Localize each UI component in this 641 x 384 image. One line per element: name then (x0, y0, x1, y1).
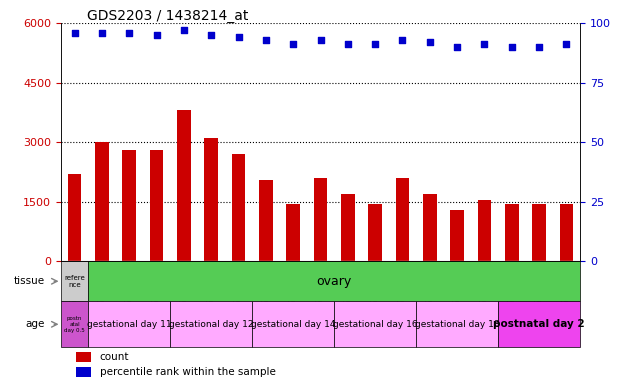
Bar (416, 301, 498, 347)
Text: gestational day 11: gestational day 11 (87, 320, 172, 329)
Bar (76, 367, 91, 377)
Point (233, 34, 244, 40)
Point (206, 32, 216, 38)
Text: gestational day 12: gestational day 12 (169, 320, 253, 329)
Text: gestational day 16: gestational day 16 (333, 320, 417, 329)
Text: gestational day 18: gestational day 18 (415, 320, 499, 329)
Bar (231, 154, 246, 261)
Text: GDS2203 / 1438214_at: GDS2203 / 1438214_at (87, 9, 248, 23)
Bar (498, 301, 580, 347)
Bar (313, 178, 328, 261)
Bar (560, 204, 573, 261)
Text: postn
atal
day 0.5: postn atal day 0.5 (64, 316, 85, 333)
Point (288, 41, 298, 48)
Point (397, 36, 408, 43)
Bar (450, 210, 464, 261)
Bar (61, 301, 88, 347)
Point (452, 44, 462, 50)
Bar (395, 178, 410, 261)
Point (69, 30, 79, 36)
Bar (252, 301, 334, 347)
Text: ovary: ovary (317, 275, 352, 288)
Bar (171, 301, 252, 347)
Bar (68, 174, 81, 261)
Bar (204, 138, 218, 261)
Text: refere
nce: refere nce (64, 275, 85, 288)
Bar (76, 352, 91, 362)
Point (151, 32, 162, 38)
Text: gestational day 14: gestational day 14 (251, 320, 335, 329)
Point (479, 41, 490, 48)
Point (179, 27, 189, 33)
Text: percentile rank within the sample: percentile rank within the sample (100, 367, 276, 377)
Bar (334, 301, 416, 347)
Point (425, 39, 435, 45)
Bar (95, 142, 109, 261)
Bar (369, 204, 382, 261)
Text: tissue: tissue (13, 276, 44, 286)
Text: age: age (25, 319, 44, 329)
Bar (505, 204, 519, 261)
Bar (287, 204, 300, 261)
Bar (122, 150, 136, 261)
Point (315, 36, 326, 43)
Bar (478, 200, 491, 261)
Text: count: count (100, 352, 129, 362)
Point (534, 44, 544, 50)
Bar (61, 261, 88, 301)
Bar (259, 180, 272, 261)
Point (97, 30, 107, 36)
Point (343, 41, 353, 48)
Bar (341, 194, 354, 261)
Point (370, 41, 380, 48)
Point (261, 36, 271, 43)
Bar (150, 150, 163, 261)
Point (506, 44, 517, 50)
Bar (88, 301, 171, 347)
Text: postnatal day 2: postnatal day 2 (494, 319, 585, 329)
Bar (532, 204, 546, 261)
Bar (177, 110, 191, 261)
Point (562, 41, 572, 48)
Point (124, 30, 135, 36)
Bar (423, 194, 437, 261)
